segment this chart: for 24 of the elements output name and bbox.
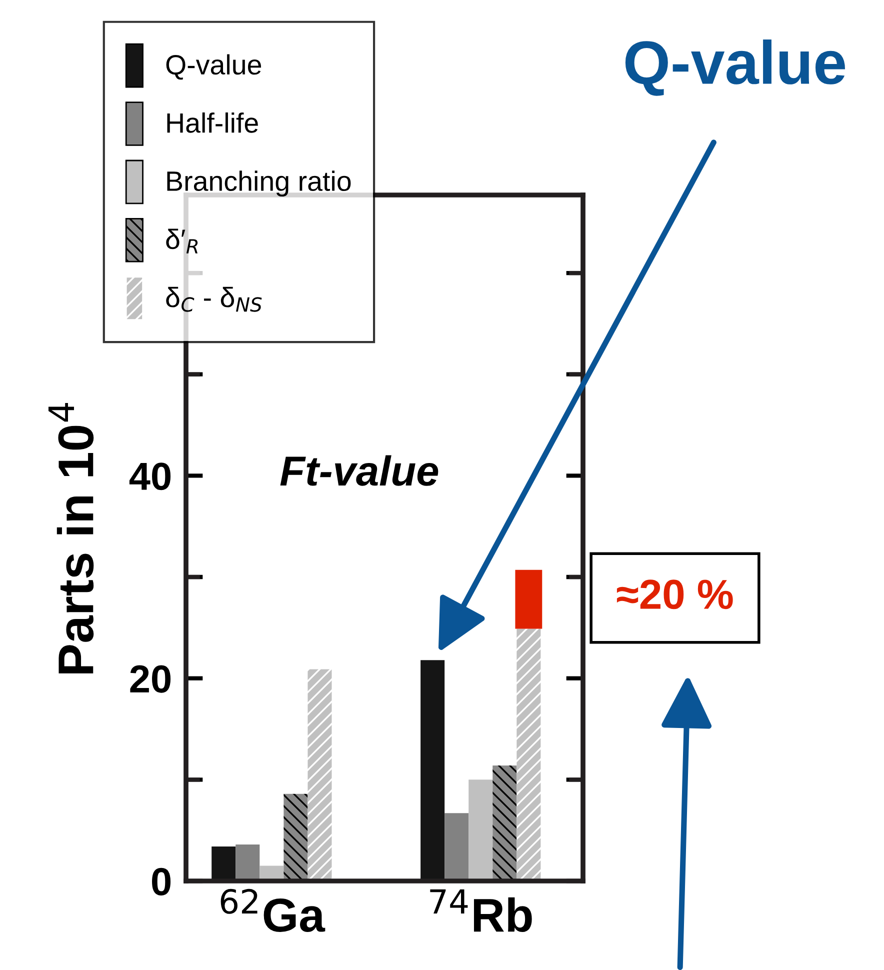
bar <box>308 669 332 881</box>
y-tick-label: 20 <box>130 665 171 693</box>
bar <box>420 660 445 881</box>
legend-label: Q-value <box>166 54 262 80</box>
legend-label: δ$_{C}$ - δ$_{NS}$ <box>166 286 262 312</box>
x-tick-label: $^{74}$Rb <box>430 889 532 932</box>
annotation: Ft-value <box>280 455 438 486</box>
legend-label: Branching ratio <box>167 170 351 197</box>
bar <box>444 813 469 881</box>
y-tick-label: 40 <box>129 462 171 490</box>
legend-label: δ′$_{R}$ <box>166 228 198 254</box>
bar <box>468 780 493 881</box>
y-axis-title: Parts in 10$^{4}$ <box>48 403 94 674</box>
bar <box>516 628 541 881</box>
text: ≈20 % <box>616 580 733 610</box>
y-tick-label: 0 <box>152 868 171 896</box>
bar <box>212 846 236 881</box>
x-tick-label: $^{62}$Ga <box>220 888 326 932</box>
bar <box>492 765 517 881</box>
bar <box>236 844 260 881</box>
text: Q-value <box>625 40 845 96</box>
bar <box>284 794 308 881</box>
legend-label: Half-life <box>167 112 258 133</box>
bar <box>515 570 542 629</box>
